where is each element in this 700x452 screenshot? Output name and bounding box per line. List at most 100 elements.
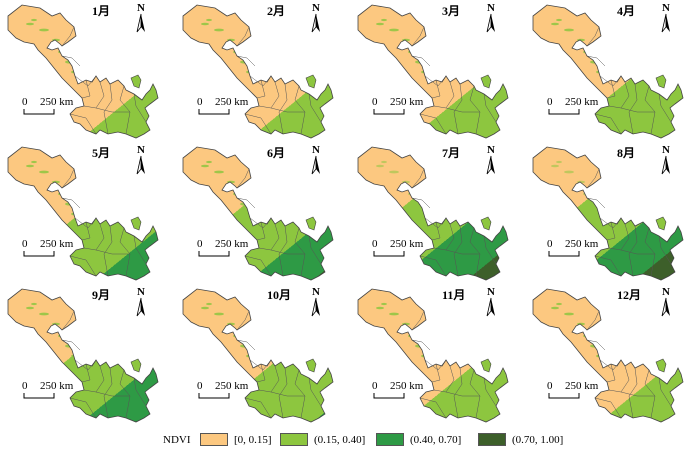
month-label: 7月 — [442, 146, 461, 160]
county-boundary — [606, 363, 616, 383]
province-map — [357, 288, 509, 423]
north-label: N — [312, 2, 320, 14]
county-boundary — [594, 255, 622, 277]
corridor-patch — [31, 160, 37, 164]
county-boundary — [586, 197, 606, 209]
corridor-patch — [31, 18, 37, 22]
legend-swatch-2 — [376, 433, 404, 446]
county-boundary — [95, 391, 130, 397]
county-boundary — [658, 93, 672, 123]
county-boundary — [258, 81, 280, 109]
north-label: N — [137, 2, 145, 14]
county-boundary — [431, 363, 441, 383]
county-boundary — [431, 79, 441, 99]
county-boundary — [95, 249, 130, 255]
legend-swatch-1 — [280, 433, 308, 446]
county-boundary — [61, 55, 81, 67]
corridor-patch — [31, 302, 37, 306]
county-boundary — [644, 227, 656, 277]
scale-zero: 0 — [197, 238, 203, 250]
map-panel: 1月 N 0 250 km — [0, 0, 175, 142]
corridor-patch — [381, 18, 387, 22]
north-arrow-icon: N — [309, 144, 323, 176]
detached-region — [480, 216, 492, 231]
scale-zero: 0 — [22, 238, 28, 250]
detached-region — [655, 74, 667, 89]
month-label: 8月 — [617, 146, 636, 160]
corridor-patch — [421, 212, 431, 216]
month-label: 1月 — [92, 4, 111, 18]
corridor-patch — [564, 170, 574, 174]
corridor-patch — [564, 28, 574, 32]
north-arrow-icon: N — [659, 144, 673, 176]
county-boundary — [294, 227, 306, 277]
corridor-patch — [596, 212, 606, 216]
scale-distance: 250 km — [215, 380, 249, 392]
map-panel: 6月 N 0 250 km — [175, 142, 350, 284]
month-label: 5月 — [92, 146, 111, 160]
county-boundary — [133, 93, 147, 123]
north-arrow-icon: N — [134, 286, 148, 318]
legend-swatch-3 — [478, 433, 506, 446]
scale-distance: 250 km — [390, 380, 424, 392]
corridor-patch — [376, 306, 384, 310]
map-panel: 3月 N 0 250 km — [350, 0, 525, 142]
county-boundary — [61, 339, 81, 351]
county-boundary — [628, 367, 638, 419]
scale-distance: 250 km — [40, 380, 74, 392]
province-map — [357, 146, 509, 281]
north-arrow-icon: N — [484, 286, 498, 318]
detached-region — [655, 358, 667, 373]
province-outline — [532, 4, 684, 139]
map-panel: 8月 N 0 250 km — [525, 142, 700, 284]
county-boundary — [608, 81, 630, 109]
county-boundary — [83, 365, 105, 393]
county-boundary — [81, 221, 91, 241]
month-label: 4月 — [617, 4, 636, 18]
county-boundary — [658, 377, 672, 407]
county-boundary — [419, 397, 447, 419]
corridor-patch — [26, 22, 34, 26]
county-boundary — [411, 26, 425, 47]
county-boundary — [453, 367, 463, 419]
corridor-patch — [421, 354, 431, 358]
county-boundary — [103, 367, 113, 419]
scale-distance: 250 km — [40, 96, 74, 108]
north-label: N — [137, 286, 145, 298]
detached-region — [130, 358, 142, 373]
county-boundary — [411, 310, 425, 331]
map-panel: 10月 N 0 250 km — [175, 284, 350, 426]
county-boundary — [236, 55, 256, 67]
county-boundary — [431, 221, 441, 241]
corridor-patch — [551, 306, 559, 310]
scale-bar: 0 250 km — [545, 380, 615, 404]
county-boundary — [586, 310, 600, 331]
county-boundary — [433, 81, 455, 109]
county-boundary — [278, 367, 288, 419]
county-boundary — [308, 377, 322, 407]
corridor-patch — [201, 164, 209, 168]
province-outline — [357, 146, 509, 281]
scale-bar: 0 250 km — [20, 96, 90, 120]
map-panel: 7月 N 0 250 km — [350, 142, 525, 284]
county-boundary — [61, 197, 81, 209]
province-outline — [357, 288, 509, 423]
scale-zero: 0 — [22, 380, 28, 392]
corridor-patch — [39, 28, 49, 32]
corridor-patch — [596, 70, 606, 74]
scale-distance: 250 km — [390, 238, 424, 250]
north-label: N — [662, 144, 670, 156]
north-label: N — [487, 286, 495, 298]
corridor-patch — [39, 170, 49, 174]
detached-region — [305, 74, 317, 89]
corridor-patch — [201, 306, 209, 310]
county-boundary — [308, 93, 322, 123]
county-boundary — [620, 249, 655, 255]
province-outline — [182, 288, 334, 423]
detached-region — [480, 358, 492, 373]
north-arrow-icon: N — [134, 2, 148, 34]
county-boundary — [606, 79, 616, 99]
scale-bar: 0 250 km — [195, 238, 265, 262]
province-outline — [357, 4, 509, 139]
county-boundary — [606, 221, 616, 241]
